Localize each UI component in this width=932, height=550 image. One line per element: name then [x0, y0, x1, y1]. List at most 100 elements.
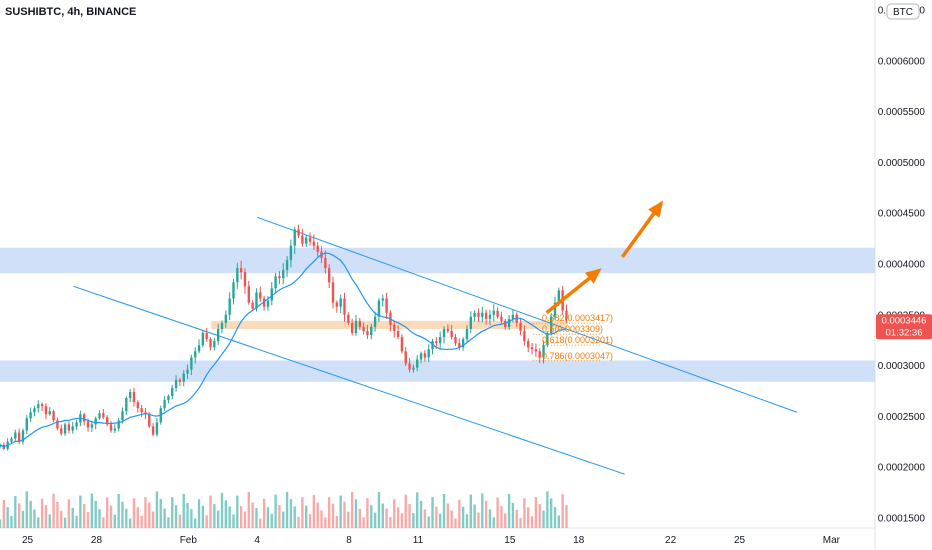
- candle-body: [546, 333, 549, 346]
- volume-bar: [496, 497, 499, 528]
- candle-body: [327, 268, 331, 283]
- volume-bar: [358, 508, 361, 528]
- candle-body: [274, 276, 277, 289]
- volume-bar: [163, 508, 166, 528]
- candle-body: [527, 341, 530, 348]
- volume-bar: [151, 511, 155, 528]
- candle-body: [21, 430, 25, 442]
- candle-body: [362, 326, 365, 332]
- volume-bar: [205, 515, 208, 528]
- candle-body: [205, 333, 208, 340]
- price-tag-price: 0.0003446: [882, 315, 927, 326]
- candle-body: [324, 257, 327, 269]
- candle-body: [40, 404, 44, 407]
- candle-body: [37, 404, 40, 409]
- volume-bar: [450, 510, 453, 528]
- x-tick-label: Mar: [823, 535, 841, 546]
- volume-bar: [259, 518, 262, 528]
- fib-level-label: 0.786(0.0003047): [542, 351, 613, 361]
- x-tick-label: 15: [504, 535, 516, 546]
- candle-body: [60, 428, 63, 434]
- volume-bar: [48, 514, 51, 528]
- candle-body: [454, 337, 457, 344]
- candle-body: [442, 328, 446, 338]
- candle-body: [121, 411, 124, 421]
- volume-bar: [285, 491, 289, 528]
- y-tick-label: 0.0001500: [878, 513, 926, 524]
- volume-bar: [461, 506, 465, 528]
- volume-bar: [44, 505, 48, 528]
- volume-bar: [473, 504, 476, 528]
- volume-bar: [515, 510, 518, 528]
- volume-bar: [14, 496, 17, 528]
- volume-bar: [243, 511, 247, 528]
- candle-body: [285, 259, 289, 271]
- volume-bar: [144, 497, 147, 528]
- volume-bar: [393, 499, 396, 528]
- volume-bar: [519, 518, 522, 528]
- volume-bar: [159, 498, 162, 528]
- volume-bar: [324, 517, 327, 528]
- candle-body: [251, 302, 254, 309]
- support-zone: [0, 360, 875, 382]
- y-tick-label: 0.0002500: [878, 412, 926, 423]
- volume-bar: [416, 492, 419, 528]
- candle-body: [465, 328, 469, 340]
- candle-body: [163, 400, 166, 409]
- y-tick-label: 0.0006000: [878, 56, 926, 67]
- candle-body: [67, 424, 71, 431]
- candle-body: [232, 282, 235, 299]
- volume-bar: [79, 495, 82, 528]
- candle-body: [431, 341, 434, 350]
- candle-body: [17, 432, 21, 442]
- candle-body: [266, 300, 270, 307]
- candle-body: [488, 314, 492, 319]
- candle-body: [270, 288, 273, 301]
- candle-body: [507, 318, 511, 327]
- candle-body: [549, 316, 553, 334]
- volume-bar: [155, 491, 159, 528]
- candle-body: [83, 414, 86, 422]
- fib-level-label: 0.382(0.0003417): [542, 313, 613, 323]
- candle-body: [419, 353, 423, 360]
- candle-body: [186, 369, 189, 374]
- candle-body: [209, 339, 212, 348]
- candle-body: [297, 229, 300, 236]
- candle-body: [125, 398, 128, 412]
- volume-bar: [527, 507, 530, 528]
- candle-body: [373, 316, 377, 327]
- volume-bar: [500, 506, 503, 528]
- volume-bar: [105, 497, 109, 528]
- candle-body: [496, 310, 499, 317]
- volume-bar: [377, 492, 381, 528]
- volume-bar: [148, 502, 151, 528]
- volume-bar: [442, 494, 446, 528]
- candle-body: [542, 345, 545, 358]
- volume-bar: [339, 495, 342, 528]
- volume-bar: [60, 510, 63, 528]
- volume-bar: [117, 494, 120, 528]
- chart-title: SUSHIBTC, 4h, BINANCE: [5, 6, 136, 18]
- volume-bar: [289, 498, 293, 528]
- volume-bar: [37, 517, 40, 528]
- volume-bar: [2, 499, 6, 528]
- volume-bar: [278, 505, 281, 528]
- candle-body: [312, 241, 316, 246]
- candle-body: [243, 272, 247, 287]
- candle-body: [171, 387, 174, 396]
- volume-bar: [239, 506, 243, 528]
- volume-bar: [427, 516, 430, 528]
- volume-bar: [335, 515, 339, 528]
- volume-bar: [446, 503, 450, 528]
- volume-bar: [553, 506, 557, 528]
- currency-badge[interactable]: BTC: [886, 3, 920, 20]
- candle-body: [557, 290, 561, 303]
- volume-bar: [29, 500, 32, 528]
- volume-bar: [90, 493, 94, 528]
- volume-bar: [262, 498, 266, 528]
- volume-bar: [565, 505, 568, 528]
- volume-bar: [305, 505, 308, 528]
- volume-bar: [282, 511, 285, 528]
- volume-bar: [67, 499, 71, 528]
